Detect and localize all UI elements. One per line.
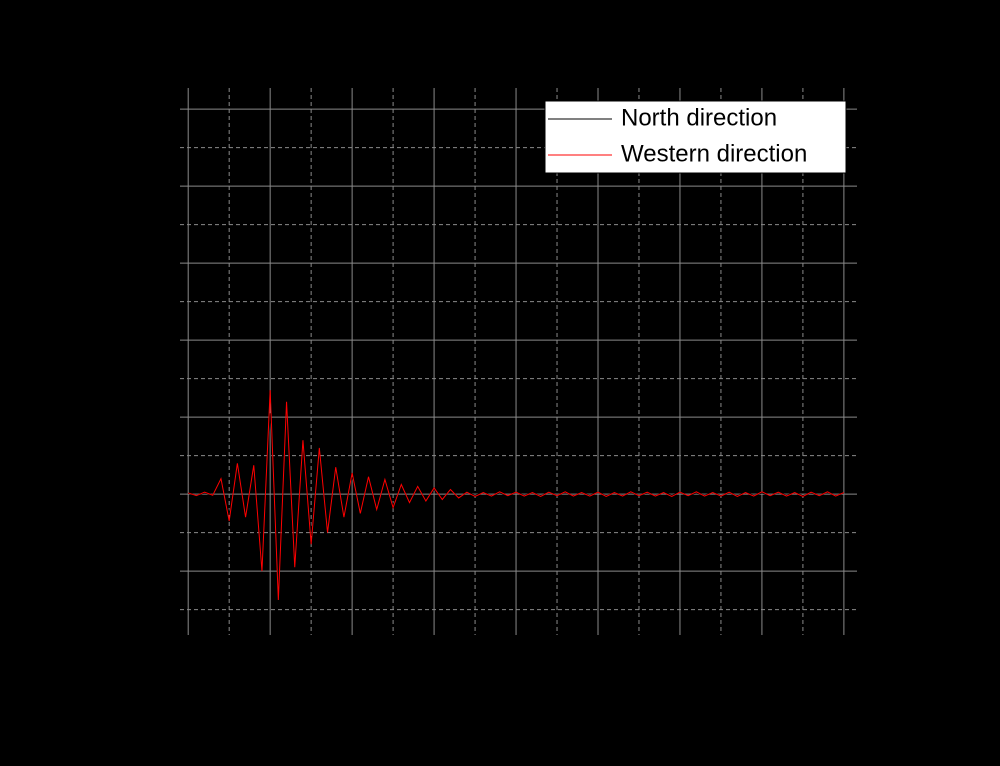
legend-label: Western direction bbox=[621, 140, 807, 167]
data-line bbox=[188, 390, 845, 600]
legend-label: North direction bbox=[621, 104, 777, 131]
legend-box bbox=[544, 100, 847, 174]
